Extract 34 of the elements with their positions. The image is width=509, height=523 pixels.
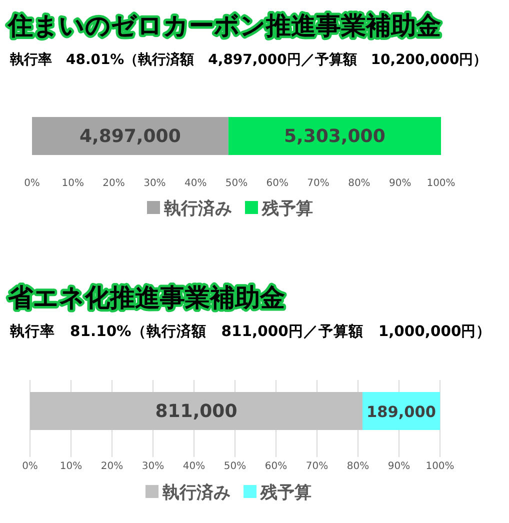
x-tick-label: 90%	[388, 461, 410, 472]
legend-label: 残予算	[261, 199, 313, 219]
x-tick-label: 100%	[426, 178, 456, 189]
legend-label: 執行済み	[163, 199, 232, 219]
x-tick-label: 20%	[100, 461, 124, 472]
chart-title: 省エネ化推進事業補助金	[7, 283, 285, 312]
chart-subtitle: 執行率 81.10%（執行済額 811,000円／予算額 1,000,000円）	[9, 322, 492, 340]
annotation: 4,897,000	[80, 126, 181, 147]
x-tick-label: 80%	[346, 461, 370, 472]
legend-label: 執行済み	[162, 483, 230, 503]
x-tick-label: 20%	[102, 178, 125, 189]
x-tick-label: 40%	[184, 178, 207, 189]
x-tick-label: 50%	[224, 461, 246, 472]
x-tick-label: 60%	[266, 178, 289, 189]
annotation: 5,303,000	[284, 126, 386, 147]
legend-label: 残予算	[260, 483, 312, 503]
x-tick-label: 70%	[307, 178, 330, 189]
x-tick-label: 100%	[426, 461, 454, 472]
x-tick-label: 90%	[388, 178, 412, 189]
annotation: 189,000	[366, 403, 436, 421]
x-tick-label: 80%	[348, 178, 370, 189]
annotation: 811,000	[155, 401, 238, 422]
x-tick-label: 0%	[24, 178, 40, 189]
chart-subtitle: 執行率 48.01%（執行済額 4,897,000円／予算額 10,200,000円）	[9, 51, 488, 68]
x-tick-label: 30%	[144, 178, 166, 189]
x-tick-label: 30%	[142, 461, 164, 472]
x-tick-label: 10%	[62, 178, 84, 189]
x-tick-label: 40%	[182, 461, 206, 472]
x-tick-label: 0%	[22, 461, 38, 472]
x-tick-label: 10%	[60, 461, 82, 472]
chart-title: 住まいのゼロカーボン推進事業補助金	[7, 11, 441, 40]
x-tick-label: 70%	[306, 461, 328, 472]
x-tick-label: 60%	[264, 461, 288, 472]
x-tick-label: 50%	[225, 178, 248, 189]
